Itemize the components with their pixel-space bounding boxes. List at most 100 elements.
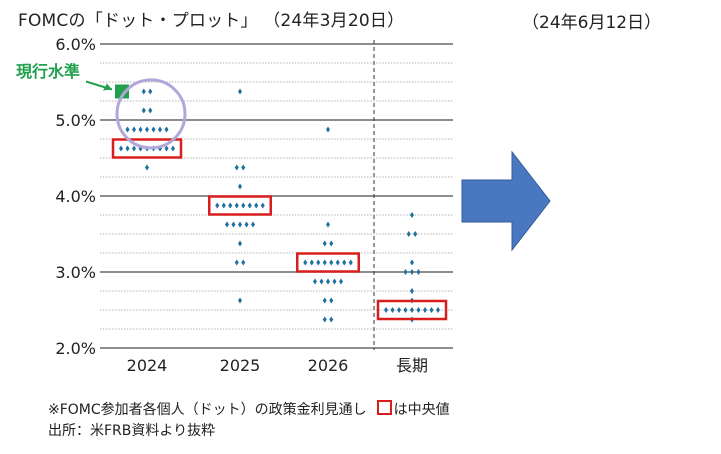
dot-marker <box>241 164 246 171</box>
dot-marker <box>416 269 421 275</box>
dot-marker <box>238 88 242 95</box>
dot-marker <box>384 307 388 313</box>
dot-marker <box>335 259 340 266</box>
dot-marker <box>390 307 395 313</box>
dot-marker <box>322 259 327 266</box>
dot-marker <box>125 126 130 133</box>
dot-marker <box>322 316 327 323</box>
median-box <box>111 138 183 159</box>
dot-marker <box>397 307 401 313</box>
dot-marker <box>260 202 265 209</box>
dot-marker <box>410 259 414 266</box>
dot-marker <box>241 202 246 209</box>
dot-marker <box>145 126 149 133</box>
dot-marker <box>138 126 143 133</box>
y-tick-label: 6.0% <box>55 35 96 54</box>
dot-marker <box>125 145 130 152</box>
dot-marker <box>313 278 317 285</box>
current-level-arrow-head <box>103 83 112 91</box>
footnote-source: 出所：米FRB資料より抜粋 <box>48 423 216 439</box>
dot-marker <box>141 88 146 95</box>
dot-marker <box>329 316 334 323</box>
dot-marker <box>234 259 239 266</box>
median-box-icon <box>376 400 392 415</box>
dot-marker <box>416 307 421 313</box>
dot-marker <box>303 259 308 266</box>
dot-marker <box>148 88 153 95</box>
current-level-marker <box>115 84 129 99</box>
dot-marker <box>410 269 414 275</box>
chart-title: FOMCの「ドット・プロット」 （24年3月20日） <box>18 6 404 31</box>
median-box <box>296 252 360 273</box>
arrow-shape <box>461 150 551 252</box>
dot-marker <box>429 307 434 313</box>
dot-marker <box>247 202 252 209</box>
dot-marker <box>322 240 327 247</box>
dot-marker <box>234 164 239 171</box>
dot-marker <box>151 126 156 133</box>
dot-marker <box>329 297 334 304</box>
dot-marker <box>329 259 334 266</box>
dot-marker <box>158 126 162 133</box>
dot-marker <box>410 307 414 313</box>
title-text: FOMCの「ドット・プロット」 <box>18 11 258 31</box>
x-category-label: 2025 <box>220 356 261 375</box>
dot-marker <box>329 240 334 247</box>
dot-marker <box>406 231 411 237</box>
dot-marker <box>319 278 324 285</box>
dot-marker <box>332 278 337 285</box>
current-level-label: 現行水準 <box>16 62 81 81</box>
dot-marker <box>119 145 123 152</box>
dot-marker <box>145 164 149 171</box>
dot-marker <box>254 202 259 209</box>
dot-marker <box>238 297 242 304</box>
dot-marker <box>234 202 239 209</box>
y-tick-label: 3.0% <box>55 263 96 282</box>
dot-marker <box>316 259 321 266</box>
dot-marker <box>238 221 242 228</box>
footnote-dots: ※FOMC参加者各個人（ドット）の政策金利見通し は中央値 <box>48 399 450 419</box>
y-tick-label: 4.0% <box>55 187 96 206</box>
dot-marker <box>326 126 330 133</box>
highlight-circle <box>115 78 187 150</box>
dot-marker <box>221 202 226 209</box>
dot-marker <box>132 145 136 152</box>
dot-marker <box>241 259 246 266</box>
dot-marker <box>339 278 343 285</box>
y-tick-label: 5.0% <box>55 111 96 130</box>
dot-marker <box>423 307 427 313</box>
dot-marker <box>141 107 146 114</box>
dot-marker <box>244 221 249 228</box>
dot-marker <box>342 259 347 266</box>
footnote-dots-text: ※FOMC参加者各個人（ドット）の政策金利見通し <box>48 402 367 418</box>
title-date-left: （24年3月20日） <box>271 11 405 31</box>
footnote-median-text: は中央値 <box>393 402 450 418</box>
y-tick-label: 2.0% <box>55 339 96 358</box>
dot-marker <box>164 126 169 133</box>
dot-marker <box>238 240 242 247</box>
dot-marker <box>348 259 353 266</box>
dot-marker <box>215 202 220 209</box>
dot-marker <box>403 269 408 275</box>
dot-marker <box>148 107 153 114</box>
x-category-label: 2024 <box>127 356 168 375</box>
median-box <box>208 195 272 216</box>
dot-marker <box>132 126 136 133</box>
dot-marker <box>326 221 330 228</box>
dot-marker <box>171 145 175 152</box>
dot-marker <box>326 278 330 285</box>
dot-marker <box>410 288 414 294</box>
dot-marker <box>436 307 440 313</box>
dot-marker <box>238 183 242 190</box>
x-category-label: 2026 <box>308 356 349 375</box>
dot-marker <box>231 221 236 228</box>
dot-marker <box>225 221 229 228</box>
title-date-right: （24年6月12日） <box>522 13 662 33</box>
dot-marker <box>251 221 255 228</box>
median-box <box>376 299 448 321</box>
dot-marker <box>228 202 233 209</box>
dot-marker <box>410 212 414 218</box>
x-category-label: 長期 <box>396 356 428 375</box>
